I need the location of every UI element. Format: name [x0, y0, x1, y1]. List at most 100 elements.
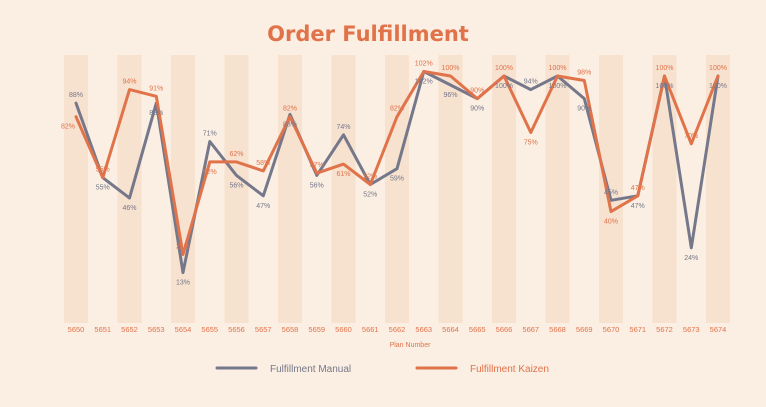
column-bands	[64, 55, 730, 323]
data-label-kaizen: 82%	[283, 106, 297, 113]
data-label-kaizen: 98%	[577, 70, 591, 77]
x-tick-label: 5658	[282, 325, 299, 334]
chart-title: Order Fulfillment	[267, 22, 469, 46]
x-tick-label: 5667	[522, 325, 539, 334]
x-tick-label: 5670	[603, 325, 620, 334]
x-tick-label: 5666	[496, 325, 513, 334]
x-tick-label: 5659	[308, 325, 325, 334]
data-label-kaizen: 100%	[442, 65, 460, 72]
data-label-manual: 102%	[415, 79, 433, 86]
data-label-kaizen: 82%	[61, 124, 75, 131]
column-band	[171, 55, 195, 323]
data-label-manual: 90%	[577, 106, 591, 113]
data-label-kaizen: 90%	[470, 88, 484, 95]
data-label-manual: 94%	[524, 79, 538, 86]
column-band	[117, 55, 142, 323]
data-label-manual: 96%	[443, 92, 457, 99]
x-tick-label: 5669	[576, 325, 593, 334]
data-label-manual: 74%	[336, 124, 350, 131]
legend-label-manual: Fulfillment Manual	[270, 364, 351, 375]
data-label-kaizen: 94%	[122, 79, 136, 86]
data-label-manual: 46%	[122, 205, 136, 212]
data-label-manual: 56%	[229, 182, 243, 189]
data-label-kaizen: 40%	[604, 219, 618, 226]
data-label-kaizen: 62%	[229, 151, 243, 158]
data-label-manual: 90%	[470, 106, 484, 113]
data-label-manual: 100%	[549, 83, 567, 90]
data-label-kaizen: 70%	[684, 133, 698, 140]
data-labels: 88% 82% 55% 55% 46% 94% 88% 91% 13% 21% 71% 62% 56% 6…	[61, 61, 727, 287]
x-tick-label: 5650	[68, 325, 85, 334]
x-tick-label: 5654	[175, 325, 192, 334]
data-label-manual: 100%	[495, 83, 513, 90]
data-label-manual: 45%	[604, 189, 618, 196]
data-label-manual: 83%	[283, 121, 297, 128]
data-label-kaizen: 100%	[549, 65, 567, 72]
series-lines	[74, 70, 720, 275]
x-tick-label: 5662	[389, 325, 406, 334]
column-band	[385, 55, 409, 323]
data-label-manual: 100%	[656, 83, 674, 90]
data-label-kaizen: 21%	[176, 244, 190, 251]
data-label-manual: 59%	[390, 176, 404, 183]
x-tick-label: 5653	[148, 325, 165, 334]
column-band	[224, 55, 249, 323]
x-tick-label: 5665	[469, 325, 486, 334]
data-label-kaizen: 58%	[256, 160, 270, 167]
legend-label-kaizen: Fulfillment Kaizen	[470, 364, 549, 375]
x-axis-ticks: 5650 5651 5652 5653 5654 5655 5656 5657 5658 5659…	[68, 325, 727, 334]
x-tick-label: 5668	[549, 325, 566, 334]
x-axis-label: Plan Number	[390, 342, 432, 349]
data-label-kaizen: 57%	[310, 162, 324, 169]
column-band	[438, 55, 463, 323]
data-label-kaizen: 91%	[149, 85, 163, 92]
x-tick-label: 5671	[629, 325, 646, 334]
data-label-kaizen: 52%	[363, 174, 377, 181]
x-tick-label: 5660	[335, 325, 352, 334]
data-label-manual: 55%	[96, 185, 110, 192]
data-label-kaizen: 102%	[415, 61, 433, 68]
data-label-manual: 24%	[684, 255, 698, 262]
data-label-kaizen: 47%	[631, 185, 645, 192]
x-tick-label: 5664	[442, 325, 459, 334]
data-label-kaizen: 75%	[524, 140, 538, 147]
data-label-kaizen: 62%	[203, 169, 217, 176]
data-label-kaizen: 61%	[336, 171, 350, 178]
data-label-manual: 88%	[149, 110, 163, 117]
x-tick-label: 5672	[656, 325, 673, 334]
x-tick-label: 5673	[683, 325, 700, 334]
x-tick-label: 5663	[415, 325, 432, 334]
series-line-kaizen	[74, 70, 720, 256]
column-band	[64, 55, 88, 323]
x-tick-label: 5656	[228, 325, 245, 334]
column-band	[599, 55, 623, 323]
data-label-manual: 52%	[363, 192, 377, 199]
column-band	[492, 55, 516, 323]
data-label-kaizen: 100%	[656, 65, 674, 72]
data-label-manual: 13%	[176, 280, 190, 287]
x-tick-label: 5655	[201, 325, 218, 334]
x-tick-label: 5674	[710, 325, 727, 334]
x-tick-label: 5661	[362, 325, 379, 334]
x-tick-label: 5657	[255, 325, 272, 334]
x-tick-label: 5651	[94, 325, 111, 334]
series-line-manual	[74, 70, 720, 275]
column-band	[331, 55, 356, 323]
data-label-manual: 47%	[631, 203, 645, 210]
data-label-manual: 88%	[69, 92, 83, 99]
data-label-manual: 71%	[203, 131, 217, 138]
column-band	[278, 55, 302, 323]
legend: Fulfillment Manual Fulfillment Kaizen	[215, 364, 549, 375]
data-label-manual: 47%	[256, 203, 270, 210]
column-band	[545, 55, 570, 323]
data-label-kaizen: 82%	[390, 106, 404, 113]
data-label-kaizen: 100%	[709, 65, 727, 72]
data-label-kaizen: 100%	[495, 65, 513, 72]
data-label-kaizen: 55%	[96, 167, 110, 174]
data-label-manual: 100%	[709, 83, 727, 90]
x-tick-label: 5652	[121, 325, 138, 334]
data-label-manual: 56%	[310, 182, 324, 189]
